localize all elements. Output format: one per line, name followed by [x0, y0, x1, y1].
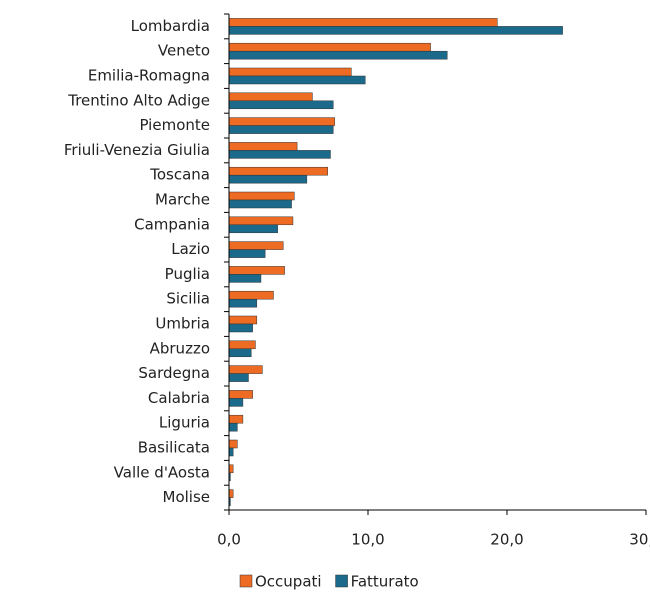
y-tick-label: Toscana: [149, 166, 210, 184]
bar: [228, 92, 313, 102]
y-tick-label: Abruzzo: [150, 339, 210, 357]
bar: [228, 365, 263, 374]
bar: [228, 348, 252, 358]
legend-label: Fatturato: [351, 573, 419, 591]
bar: [228, 373, 249, 382]
bar: [228, 266, 285, 275]
y-tick-label: Marche: [155, 191, 210, 209]
bar: [228, 315, 258, 325]
y-tick-label: Basilicata: [138, 439, 210, 457]
y-tick-label: Umbria: [155, 315, 210, 333]
y-tick-label: Sicilia: [166, 290, 210, 308]
bar: [228, 18, 498, 27]
y-tick-label: Liguria: [159, 414, 210, 432]
legend-label: Occupati: [255, 573, 322, 591]
bar: [228, 117, 335, 126]
bar: [228, 216, 294, 226]
x-tick-label: 30,0: [629, 531, 650, 549]
bar: [228, 50, 448, 60]
y-tick-label: Veneto: [158, 42, 210, 60]
legend-swatch: [239, 574, 253, 588]
bar: [228, 100, 334, 110]
bar: [228, 75, 366, 85]
y-tick-label: Friuli-Venezia Giulia: [64, 141, 210, 159]
bar: [228, 26, 563, 35]
bar: [228, 224, 278, 234]
y-tick-label: Lazio: [171, 240, 210, 258]
bar: [228, 142, 298, 151]
bar: [228, 390, 253, 399]
y-tick-label: Sardegna: [138, 364, 210, 382]
bar: [228, 125, 334, 134]
y-tick-label: Trentino Alto Adige: [67, 91, 210, 109]
bar: [228, 166, 328, 176]
y-tick-label: Valle d'Aosta: [114, 463, 210, 481]
y-tick-label: Campania: [134, 215, 210, 233]
bar: [228, 398, 244, 407]
bar: [228, 290, 274, 300]
bar: [228, 174, 308, 184]
bar: [228, 199, 292, 209]
bar: [228, 298, 258, 308]
y-tick-label: Calabria: [148, 389, 210, 407]
bar: [228, 323, 253, 333]
bar: [228, 422, 238, 432]
bar: [228, 67, 352, 77]
bar: [228, 489, 234, 498]
y-tick-label: Molise: [163, 488, 211, 506]
bar: [228, 241, 284, 250]
x-tick-label: 20,0: [490, 531, 523, 549]
bar: [228, 464, 234, 474]
bar: [228, 414, 244, 424]
bar: [228, 42, 431, 52]
y-tick-label: Emilia-Romagna: [88, 67, 210, 85]
bar: [228, 249, 266, 258]
x-tick-label: 10,0: [351, 531, 384, 549]
bar: [228, 191, 295, 201]
y-tick-label: Piemonte: [139, 116, 210, 134]
bar: [228, 447, 234, 457]
y-tick-label: Puglia: [165, 265, 210, 283]
y-tick-label: Lombardia: [131, 17, 210, 35]
bar: [228, 150, 331, 159]
bar: [228, 340, 256, 350]
bar: [228, 274, 262, 283]
bar: [228, 439, 238, 449]
legend-swatch: [335, 574, 348, 588]
x-tick-label: 0,0: [217, 531, 241, 549]
